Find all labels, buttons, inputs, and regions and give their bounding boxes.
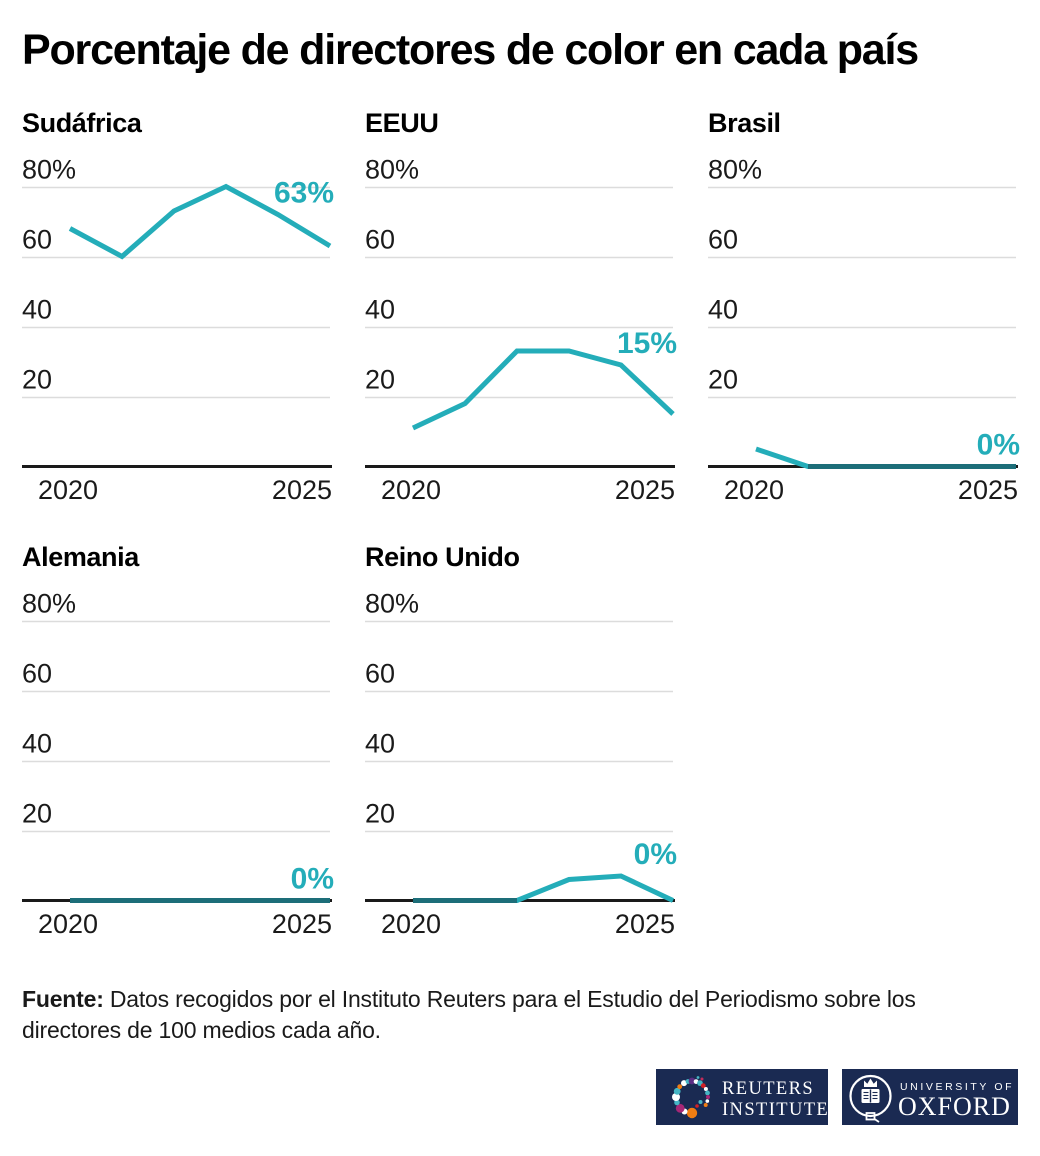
y-tick-label: 20	[22, 365, 52, 395]
chart-country-title: EEUU	[365, 107, 439, 138]
x-tick-label: 2025	[614, 475, 675, 506]
line-chart-sudafrica: 20 40 60 80% 63%	[22, 155, 334, 469]
logos-row: REUTERS INSTITUTE UNIVERSITY OF OXFOR	[22, 1069, 1018, 1126]
source-note: Fuente: Datos recogidos por el Instituto…	[22, 984, 974, 1047]
data-line	[68, 183, 332, 260]
x-axis-labels: 2020 2025	[22, 470, 332, 506]
x-axis-labels: 2020 2025	[365, 470, 675, 506]
oxford-logo-line2: OXFORD	[898, 1092, 1011, 1121]
y-tick-label: 40	[365, 295, 395, 325]
x-axis-labels: 2020 2025	[708, 470, 1018, 506]
chart-panel-sudafrica: Sudáfrica 20 40 60 80% 63% 2020 2025	[22, 107, 334, 506]
reuters-institute-logo: REUTERS INSTITUTE	[656, 1069, 828, 1126]
y-tick-label: 40	[22, 295, 52, 325]
end-value-label: 0%	[634, 838, 677, 871]
y-tick-label: 40	[708, 295, 738, 325]
chart-panel-eeuu: EEUU 20 40 60 80% 15% 2020 2025	[365, 107, 677, 506]
y-tick-label: 40	[365, 729, 395, 759]
y-tick-label: 80%	[22, 589, 76, 619]
y-tick-label: 80%	[365, 589, 419, 619]
x-axis-labels: 2020 2025	[365, 904, 675, 940]
chart-panel-brasil: Brasil 20 40 60 80% 0% 2020 2025	[708, 107, 1020, 506]
chart-panel-reino-unido: Reino Unido 20 40 60 80% 0% 2020 2025	[365, 541, 677, 940]
x-tick-label: 2025	[614, 909, 675, 940]
y-tick-label: 20	[22, 799, 52, 829]
oxford-logo: UNIVERSITY OF OXFORD	[842, 1069, 1018, 1126]
line-chart-reino-unido: 20 40 60 80% 0%	[365, 589, 677, 904]
data-line	[411, 348, 675, 431]
x-tick-label: 2020	[38, 909, 99, 940]
end-value-label: 63%	[274, 177, 334, 210]
x-tick-label: 2020	[724, 475, 785, 506]
y-tick-label: 20	[365, 799, 395, 829]
x-axis-labels: 2020 2025	[22, 904, 332, 940]
oxford-crest-icon	[849, 1075, 892, 1123]
data-line	[413, 873, 675, 904]
end-value-label: 0%	[977, 429, 1020, 462]
y-tick-label: 80%	[708, 155, 762, 185]
source-label: Fuente:	[22, 985, 104, 1012]
chart-country-title: Alemania	[22, 541, 139, 572]
x-tick-label: 2025	[271, 475, 332, 506]
reuters-dots-icon	[672, 1076, 710, 1119]
y-tick-label: 80%	[22, 155, 76, 185]
y-tick-label: 60	[365, 225, 395, 255]
y-tick-label: 60	[365, 659, 395, 689]
chart-country-title: Reino Unido	[365, 541, 520, 572]
chart-country-title: Brasil	[708, 107, 781, 138]
y-tick-label: 60	[22, 225, 52, 255]
oxford-logo-line1: UNIVERSITY OF	[900, 1081, 1014, 1093]
reuters-logo-background	[656, 1069, 828, 1126]
y-tick-label: 20	[708, 365, 738, 395]
end-value-label: 0%	[291, 863, 334, 896]
line-chart-brasil: 20 40 60 80% 0%	[708, 155, 1020, 470]
x-tick-label: 2020	[381, 909, 442, 940]
page-title: Porcentaje de directores de color en cad…	[22, 26, 919, 74]
y-tick-label: 80%	[365, 155, 419, 185]
x-tick-label: 2025	[271, 909, 332, 940]
chart-country-title: Sudáfrica	[22, 107, 142, 138]
y-tick-label: 40	[22, 729, 52, 759]
source-text: Datos recogidos por el Instituto Reuters…	[22, 985, 916, 1044]
reuters-logo-line2: INSTITUTE	[722, 1100, 828, 1120]
end-value-label: 15%	[617, 327, 677, 360]
y-tick-label: 60	[22, 659, 52, 689]
x-tick-label: 2020	[38, 475, 99, 506]
small-multiples-grid: Sudáfrica 20 40 60 80% 63% 2020 2025 EEUU 20 40 60 8…	[22, 107, 1020, 940]
reuters-logo-line1: REUTERS	[722, 1079, 814, 1099]
chart-panel-alemania: Alemania 20 40 60 80% 0% 2020 2025	[22, 541, 334, 940]
line-chart-eeuu: 20 40 60 80% 15%	[365, 155, 677, 469]
y-tick-label: 20	[365, 365, 395, 395]
x-tick-label: 2025	[957, 475, 1018, 506]
x-tick-label: 2020	[381, 475, 442, 506]
y-tick-label: 60	[708, 225, 738, 255]
line-chart-alemania: 20 40 60 80% 0%	[22, 589, 334, 904]
